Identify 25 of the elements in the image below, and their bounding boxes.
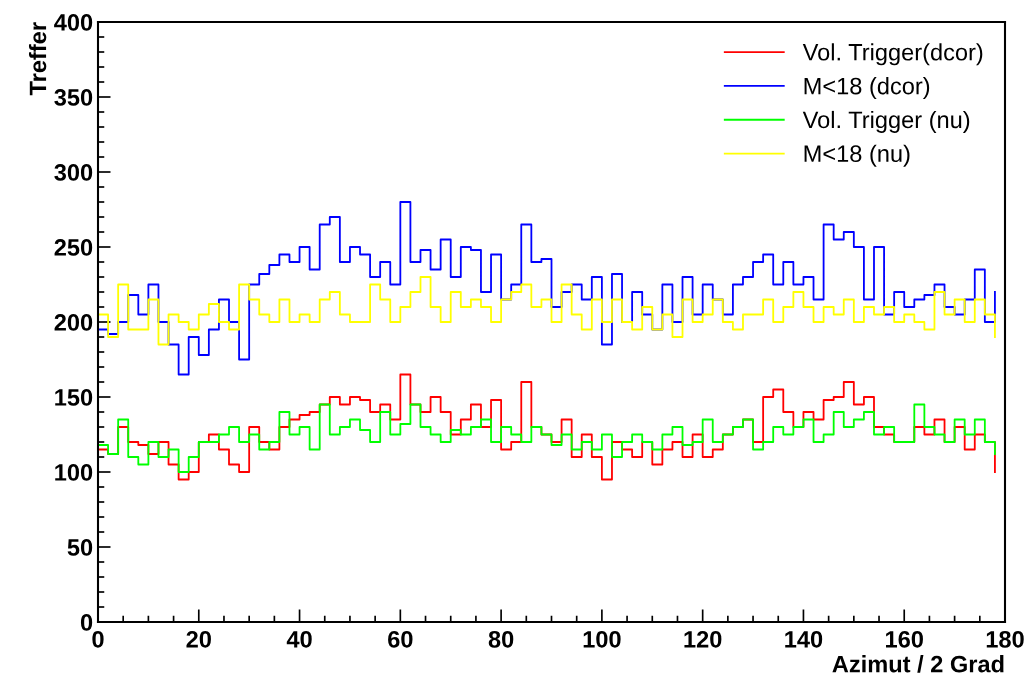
x-tick-label: 80	[488, 630, 514, 648]
legend-label: Vol. Trigger(dcor)	[802, 43, 983, 66]
x-tick-label: 100	[583, 630, 621, 648]
y-tick-label: 50	[67, 539, 93, 556]
y-tick-label: 350	[54, 89, 93, 106]
x-tick-label: 40	[286, 630, 312, 648]
y-axis-title: Treffer	[28, 22, 47, 96]
x-tick-label: 180	[986, 630, 1024, 648]
y-tick-label: 200	[54, 314, 93, 331]
x-tick-label: 20	[186, 630, 211, 648]
y-tick-label: 250	[54, 239, 93, 256]
legend-label: M<18 (dcor)	[804, 77, 930, 100]
y-tick-label: 400	[54, 14, 93, 31]
x-axis-title: Azimut / 2 Grad	[832, 655, 1004, 673]
x-tick-label: 0	[92, 630, 104, 648]
y-tick-label: 100	[55, 464, 93, 481]
x-tick-label: 60	[388, 630, 413, 648]
y-tick-label: 150	[55, 389, 93, 406]
x-tick-label: 140	[785, 630, 823, 648]
legend-label: Vol. Trigger (nu)	[802, 110, 970, 133]
legend-label: M<18 (nu)	[804, 144, 910, 167]
x-tick-label: 160	[886, 630, 923, 648]
y-tick-label: 0	[80, 614, 93, 631]
x-tick-label: 120	[684, 630, 722, 648]
y-tick-label: 300	[54, 164, 93, 181]
